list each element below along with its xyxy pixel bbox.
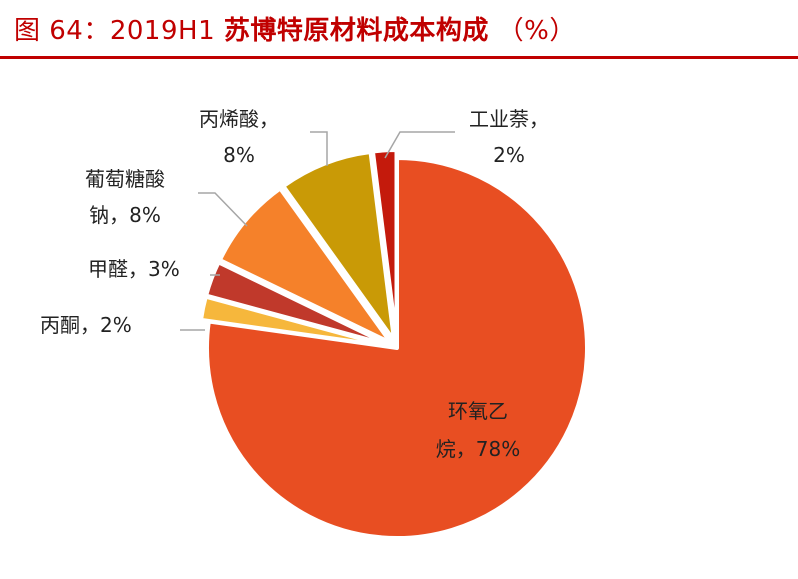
chart-title: 图 64：2019H1 苏博特原材料成本构成 （%） <box>14 10 576 47</box>
pie-slice-6 <box>370 148 399 343</box>
slice-label-1: 环氧乙 <box>448 399 508 423</box>
pie-slice-5 <box>281 150 397 343</box>
leader-line-6 <box>384 131 455 159</box>
slice-label-4: 葡萄糖酸 <box>85 167 165 191</box>
title-rule <box>0 56 798 59</box>
slice-label-6-line2: 2% <box>493 143 525 167</box>
pie-slice-3 <box>204 260 392 348</box>
pie-slice-1 <box>205 156 589 540</box>
pie-slice-4 <box>217 186 393 345</box>
leader-line-4 <box>198 192 248 227</box>
title-unit: （%） <box>497 16 576 46</box>
slice-label-5: 丙烯酸， <box>199 107 279 131</box>
slice-label-2: 丙酮，2% <box>40 313 132 337</box>
figure-number: 图 64：2019H1 <box>14 16 216 46</box>
slice-label-1-line2: 烷，78% <box>436 437 520 461</box>
leader-line-5 <box>310 131 328 166</box>
title-main: 苏博特原材料成本构成 <box>223 16 489 46</box>
slice-label-3: 甲醛，3% <box>88 257 180 281</box>
slice-label-4-line2: 钠，8% <box>89 203 161 227</box>
slice-label-6: 工业萘， <box>469 107 549 131</box>
slice-label-5-line2: 8% <box>223 143 255 167</box>
